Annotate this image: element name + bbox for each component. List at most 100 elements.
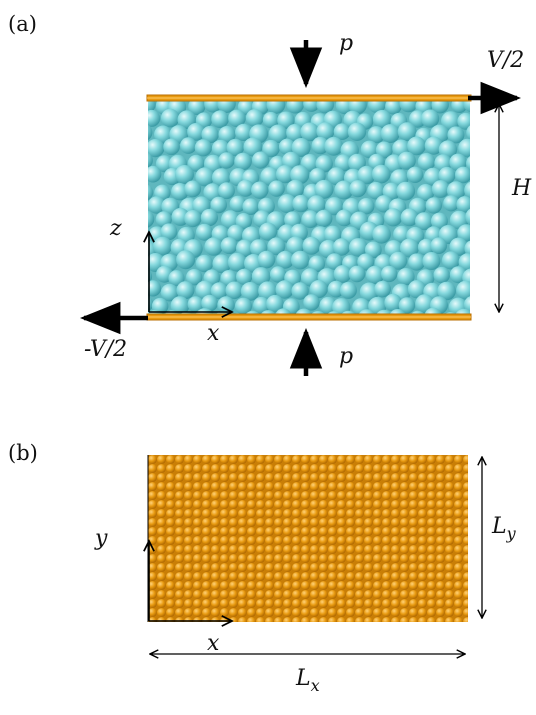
particle: [188, 98, 206, 115]
particle: [155, 155, 173, 173]
particle: [333, 265, 352, 283]
particle: [148, 109, 161, 127]
pressure-label-bottom: p: [339, 344, 353, 369]
particle: [447, 126, 465, 144]
particle: [268, 180, 285, 197]
particle: [438, 166, 456, 184]
height-label: H: [511, 176, 532, 201]
particle: [251, 267, 271, 286]
particle: [148, 196, 166, 214]
x-axis-label-a: x: [207, 321, 220, 346]
particle: [357, 253, 375, 271]
particle: [201, 294, 219, 312]
particle: [433, 266, 450, 284]
particle: [384, 208, 403, 227]
particle: [456, 280, 470, 300]
particle: [262, 111, 279, 129]
particle: [220, 237, 238, 255]
particle: [262, 139, 280, 158]
particle: [217, 296, 235, 314]
particle: [458, 138, 470, 158]
particle: [225, 281, 244, 300]
particle: [226, 138, 244, 157]
particle: [332, 238, 351, 256]
top-wall: [146, 94, 472, 102]
particle: [148, 98, 156, 114]
particle: [291, 282, 309, 300]
particle: [163, 138, 180, 156]
particle: [176, 281, 195, 300]
particle: [399, 238, 419, 258]
particle: [406, 166, 424, 183]
particle: [245, 109, 264, 127]
particle: [235, 297, 252, 315]
panel-b-label: (b): [8, 441, 38, 465]
particle: [277, 194, 297, 214]
particle: [268, 124, 288, 144]
particle: [236, 239, 254, 257]
particle: [286, 124, 304, 142]
particle: [359, 282, 379, 302]
particle: [210, 196, 227, 214]
particle: [464, 240, 470, 257]
particle: [389, 251, 408, 270]
particle: [155, 211, 172, 228]
particle: [302, 236, 321, 255]
particle: [424, 136, 443, 155]
particle: [236, 268, 253, 285]
particle: [292, 194, 310, 213]
particle: [160, 108, 180, 128]
particle: [458, 253, 470, 272]
particle: [153, 236, 172, 256]
particle: [422, 252, 441, 270]
particle: [195, 167, 215, 187]
particle: [339, 281, 357, 299]
particle: [463, 98, 470, 113]
particle: [323, 225, 342, 244]
particle: [324, 136, 344, 156]
particle: [187, 296, 204, 313]
particle: [316, 98, 334, 114]
particle: [148, 280, 162, 297]
particle: [348, 238, 368, 257]
particle: [253, 296, 270, 314]
lx-subscript: x: [311, 676, 320, 695]
particle: [243, 137, 263, 157]
particle: [364, 241, 382, 259]
y-axis-label: y: [94, 526, 108, 551]
particle: [301, 210, 320, 229]
particle: [421, 109, 440, 128]
particle: [374, 280, 391, 298]
velocity-label-top: V/2: [487, 48, 524, 73]
particle: [441, 111, 461, 131]
panel-a-label: (a): [8, 12, 37, 36]
particle: [431, 98, 449, 114]
lx-label: Lx: [295, 666, 320, 695]
particle: [466, 125, 470, 140]
particle: [430, 237, 448, 254]
particle: [195, 254, 214, 273]
particle: [160, 283, 179, 302]
particle: [286, 98, 304, 114]
particle: [456, 196, 470, 213]
particle: [235, 213, 252, 230]
granular-particles: [148, 98, 470, 318]
particle: [148, 184, 154, 201]
particle: [240, 282, 260, 301]
particle: [242, 198, 259, 215]
particle: [211, 110, 229, 128]
particle: [457, 224, 470, 242]
particle: [415, 212, 433, 231]
particle: [348, 153, 366, 172]
particle: [441, 251, 460, 270]
particle: [327, 167, 346, 186]
particle: [212, 254, 232, 274]
particle: [380, 265, 398, 283]
particle: [218, 182, 235, 200]
particle: [375, 141, 393, 159]
particle: [184, 180, 202, 198]
particle: [168, 270, 185, 287]
particle: [309, 280, 328, 299]
ly-subscript: y: [506, 524, 517, 543]
particle: [371, 164, 391, 184]
